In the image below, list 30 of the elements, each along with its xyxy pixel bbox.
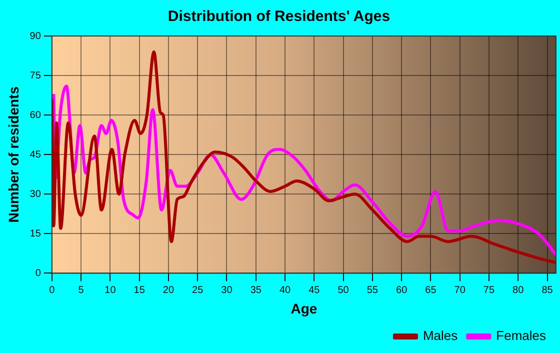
x-tick-label: 85 [542,284,554,296]
y-tick-label: 45 [30,149,42,160]
x-tick-label: 5 [78,284,84,296]
x-tick-label: 50 [338,284,350,296]
y-tick-label: 60 [30,110,42,121]
x-tick-label: 75 [483,284,495,296]
x-tick-label: 25 [192,284,204,296]
y-tick-label: 90 [30,30,42,42]
x-tick-label: 45 [308,284,320,296]
y-tick-label: 0 [35,268,42,279]
chart-title: Distribution of Residents' Ages [168,8,390,26]
x-axis-title: Age [290,300,318,316]
y-tick-label: 75 [30,70,42,82]
x-tick-label: 35 [250,284,262,296]
x-tick-label: 0 [49,284,56,296]
x-tick-label: 10 [104,284,116,296]
y-tick-label: 15 [30,228,42,240]
y-tick-label: 30 [30,188,42,200]
legend-label: Females [496,328,546,344]
x-tick-label: 15 [134,284,146,296]
x-tick-label: 60 [396,284,408,296]
legend-label: Males [422,328,458,344]
x-tick-label: 70 [454,284,466,296]
y-axis-title: Number of residents [5,86,22,223]
x-tick-label: 30 [221,284,233,296]
x-tick-label: 55 [366,284,378,296]
x-tick-label: 65 [425,284,437,296]
x-tick-label: 80 [512,284,524,296]
x-tick-label: 20 [162,284,174,296]
x-tick-label: 40 [279,284,292,296]
